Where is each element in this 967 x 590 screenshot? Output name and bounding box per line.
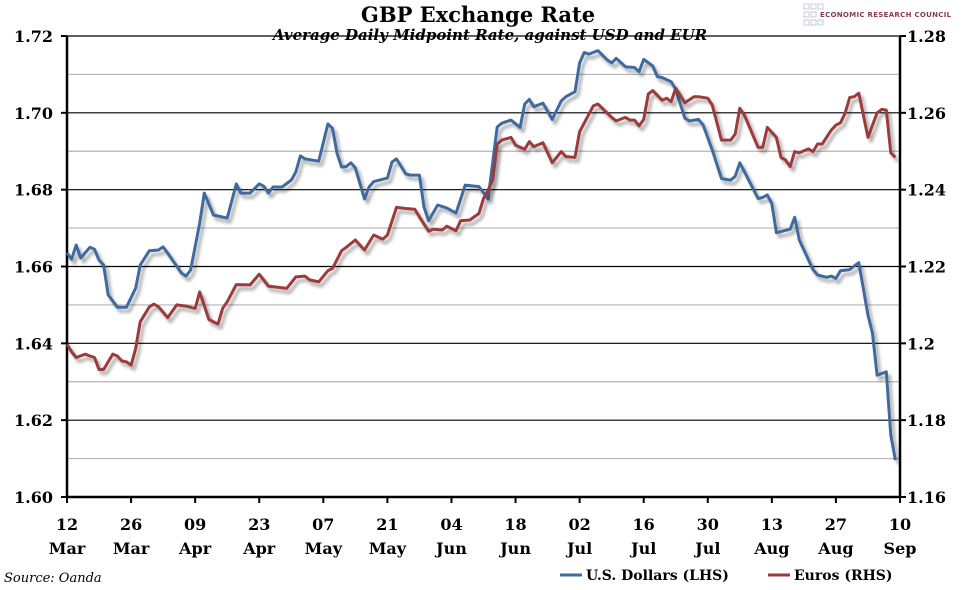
- eur-series-line: [65, 86, 897, 371]
- x-tick-day: 16: [633, 515, 655, 534]
- y-left-tick-label: 1.68: [14, 181, 53, 200]
- logo-text: ECONOMIC RESEARCH COUNCIL: [820, 11, 952, 19]
- y-left-tick-label: 1.70: [14, 104, 53, 123]
- logo-square: [803, 3, 810, 10]
- legend-label: U.S. Dollars (LHS): [586, 568, 729, 584]
- logo-square: [803, 19, 810, 26]
- logo-square: [810, 19, 817, 26]
- y-left-tick-label: 1.66: [14, 258, 53, 277]
- x-tick-day: 02: [568, 515, 590, 534]
- x-tick-day: 21: [376, 515, 398, 534]
- y-right-tick-label: 1.18: [907, 411, 946, 430]
- y-left-tick-label: 1.62: [14, 411, 53, 430]
- x-tick-day: 27: [825, 515, 847, 534]
- y-right-tick-label: 1.16: [907, 488, 946, 507]
- usd-series-line: [65, 49, 897, 461]
- logo-square: [803, 11, 810, 18]
- logo-square: [810, 3, 817, 10]
- y-right-tick-label: 1.24: [907, 181, 946, 200]
- x-tick-month: Aug: [817, 539, 853, 558]
- chart-subtitle: Average Daily Midpoint Rate, against USD…: [271, 26, 707, 44]
- x-tick-month: May: [369, 539, 407, 558]
- x-tick-month: Apr: [178, 539, 212, 558]
- x-tick-month: Apr: [242, 539, 276, 558]
- chart-title: GBP Exchange Rate: [361, 2, 595, 27]
- x-tick-day: 13: [761, 515, 783, 534]
- logo-square: [817, 19, 824, 26]
- x-tick-month: Jul: [693, 539, 720, 558]
- legend: U.S. Dollars (LHS) Euros (RHS): [560, 568, 893, 584]
- x-tick-day: 12: [56, 515, 78, 534]
- y-right-tick-label: 1.26: [907, 104, 946, 123]
- x-tick-day: 04: [440, 515, 462, 534]
- y-left-tick-label: 1.60: [14, 488, 53, 507]
- y-left-tick-label: 1.72: [14, 27, 53, 46]
- x-tick-month: Mar: [113, 539, 150, 558]
- axes: 1.60 1.62 1.64 1.66 1.68 1.70 1.72 1.16 1.18 1.2 1…: [14, 27, 946, 558]
- x-tick-month: Jul: [565, 539, 592, 558]
- x-tick-day: 23: [248, 515, 270, 534]
- x-tick-day: 10: [889, 515, 911, 534]
- x-tick-month: Jul: [629, 539, 656, 558]
- x-tick-day: 07: [312, 515, 334, 534]
- y-left-tick-label: 1.64: [14, 334, 53, 353]
- series-lines: [65, 49, 897, 461]
- y-right-tick-label: 1.22: [907, 258, 946, 277]
- y-right-tick-label: 1.2: [907, 334, 935, 353]
- x-tick-day: 09: [184, 515, 206, 534]
- logo: ECONOMIC RESEARCH COUNCIL: [803, 3, 952, 26]
- legend-label: Euros (RHS): [794, 568, 893, 584]
- x-tick-day: 30: [697, 515, 719, 534]
- x-tick-month: Jun: [498, 539, 531, 558]
- x-tick-month: Jun: [434, 539, 467, 558]
- x-tick-month: Sep: [884, 539, 917, 558]
- logo-square: [817, 3, 824, 10]
- logo-square: [810, 11, 817, 18]
- x-tick-day: 26: [120, 515, 142, 534]
- x-tick-day: 18: [504, 515, 526, 534]
- x-tick-month: May: [305, 539, 343, 558]
- x-tick-month: Mar: [49, 539, 86, 558]
- x-tick-month: Aug: [753, 539, 789, 558]
- source-note: Source: Oanda: [4, 571, 102, 586]
- gridlines: [67, 35, 900, 460]
- y-right-tick-label: 1.28: [907, 27, 946, 46]
